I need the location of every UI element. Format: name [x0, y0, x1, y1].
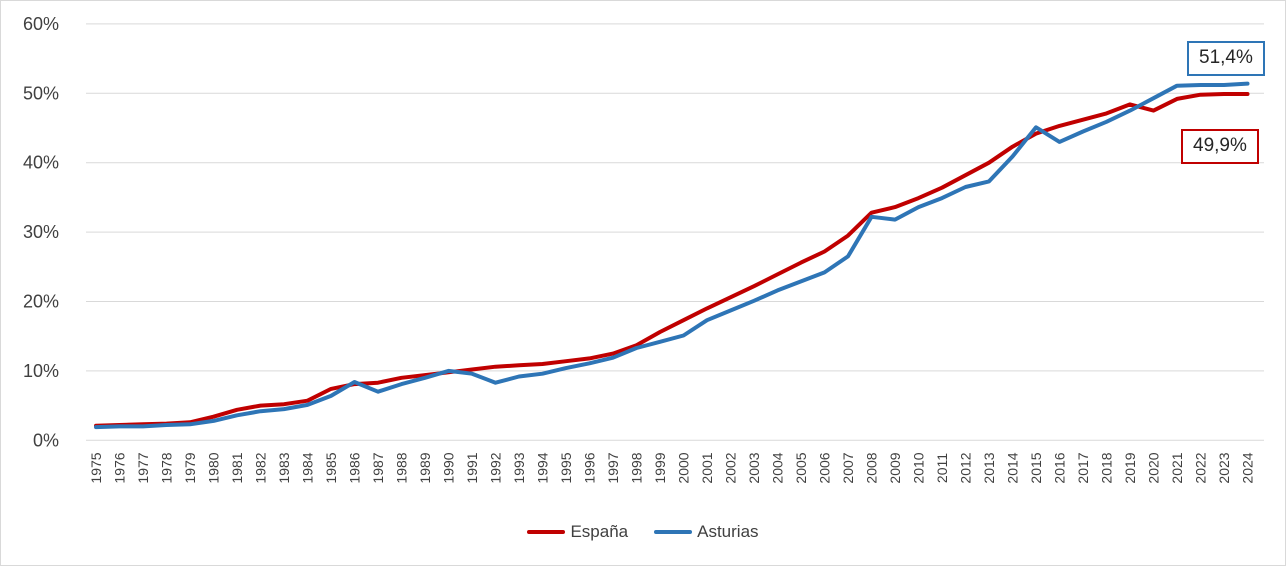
x-axis-tick-label: 1983: [276, 452, 292, 483]
x-axis-tick-label: 1979: [182, 452, 198, 483]
legend-label-asturias: Asturias: [697, 522, 759, 541]
y-axis-tick-label: 60%: [23, 14, 59, 34]
x-axis-tick-label: 2012: [957, 452, 973, 483]
x-axis-tick-label: 2018: [1098, 452, 1114, 483]
espana-end-value-label: 49,9%: [1181, 129, 1259, 164]
x-axis-tick-label: 2017: [1075, 452, 1091, 483]
x-axis-tick-label: 2005: [793, 452, 809, 483]
y-axis-tick-label: 50%: [23, 83, 59, 103]
x-axis-tick-label: 1994: [534, 452, 550, 483]
x-axis-tick-label: 1999: [652, 452, 668, 483]
x-axis-tick-label: 2013: [981, 452, 997, 483]
x-axis-tick-label: 1989: [417, 452, 433, 483]
espana-line-swatch-icon: [527, 530, 566, 534]
x-axis-tick-label: 1984: [299, 452, 315, 483]
x-axis-tick-label: 2006: [816, 452, 832, 483]
x-axis-tick-label: 1998: [628, 452, 644, 483]
x-axis-tick-label: 2001: [699, 452, 715, 483]
y-axis-tick-label: 0%: [33, 430, 59, 450]
x-axis-tick-label: 1975: [88, 452, 104, 483]
x-axis-tick-label: 1985: [323, 452, 339, 483]
x-axis-tick-label: 1977: [135, 452, 151, 483]
legend-label-espana: España: [570, 522, 629, 541]
españa-line-series: [94, 92, 1250, 428]
x-axis-tick-label: 2007: [840, 452, 856, 483]
asturias-line-series: [94, 81, 1250, 430]
x-axis-tick-label: 2016: [1051, 452, 1067, 483]
x-axis-tick-label: 2023: [1216, 452, 1232, 483]
x-axis-tick-label: 1990: [440, 452, 456, 483]
x-axis-tick-label: 1991: [464, 452, 480, 483]
x-axis-tick-label: 1995: [558, 452, 574, 483]
x-axis-tick-label: 1976: [111, 452, 127, 483]
x-axis-tick-label: 2002: [722, 452, 738, 483]
x-axis-tick-label: 1993: [511, 452, 527, 483]
x-axis-tick-label: 1987: [370, 452, 386, 483]
x-axis-tick-label: 2000: [675, 452, 691, 483]
x-axis-tick-label: 2009: [887, 452, 903, 483]
x-axis-tick-label: 1997: [605, 452, 621, 483]
x-axis-tick-label: 2004: [769, 452, 785, 483]
y-axis-tick-label: 10%: [23, 361, 59, 381]
x-axis-tick-label: 1980: [205, 452, 221, 483]
asturias-end-value-label: 51,4%: [1187, 41, 1265, 76]
x-axis-tick-label: 1996: [581, 452, 597, 483]
x-axis-tick-label: 1992: [487, 452, 503, 483]
legend-item-asturias: Asturias: [654, 522, 759, 542]
x-axis-tick-label: 1988: [393, 452, 409, 483]
x-axis-tick-label: 2021: [1169, 452, 1185, 483]
y-axis-tick-label: 30%: [23, 222, 59, 242]
chart-legend: España Asturias: [1, 522, 1285, 542]
x-axis-tick-label: 2024: [1239, 452, 1255, 483]
x-axis-tick-label: 1981: [229, 452, 245, 483]
x-axis-tick-label: 1982: [252, 452, 268, 483]
x-axis-tick-label: 2010: [910, 452, 926, 483]
y-axis-tick-label: 40%: [23, 153, 59, 173]
x-axis-tick-label: 2003: [746, 452, 762, 483]
x-axis-tick-label: 2022: [1192, 452, 1208, 483]
x-axis-tick-label: 2015: [1028, 452, 1044, 483]
x-axis-tick-label: 2011: [934, 453, 950, 483]
x-axis-tick-label: 1986: [346, 452, 362, 483]
legend-item-espana: España: [527, 522, 628, 542]
x-axis-tick-label: 2019: [1122, 452, 1138, 483]
x-axis-tick-label: 2008: [863, 452, 879, 483]
x-axis-tick-label: 2020: [1145, 452, 1161, 483]
x-axis-tick-label: 2014: [1004, 452, 1020, 483]
y-axis-tick-label: 20%: [23, 292, 59, 312]
asturias-line-swatch-icon: [654, 530, 693, 534]
x-axis-tick-label: 1978: [158, 452, 174, 483]
